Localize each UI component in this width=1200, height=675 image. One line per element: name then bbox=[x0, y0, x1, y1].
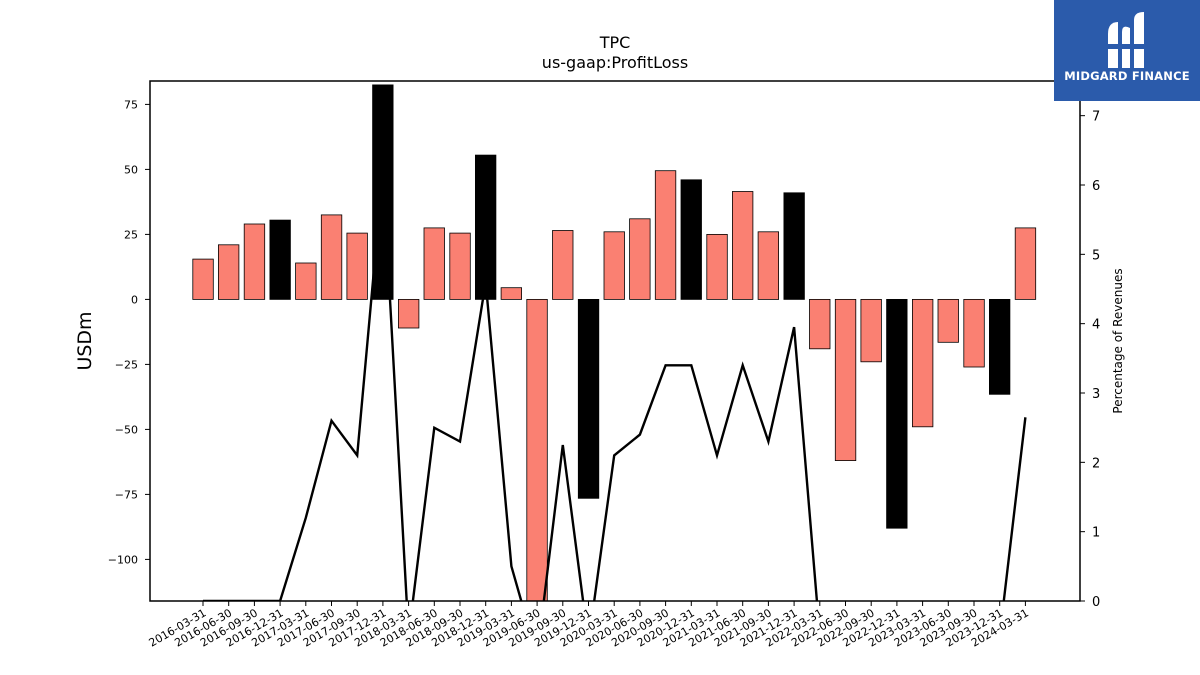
bar-2023-12-31 bbox=[989, 298, 1011, 395]
brand-name: MIDGARD FINANCE bbox=[1064, 69, 1190, 83]
y-tick-label: −75 bbox=[115, 488, 138, 501]
y2-tick-label: 6 bbox=[1092, 179, 1100, 194]
bar-2023-06-30 bbox=[937, 298, 959, 343]
bar-2022-03-31 bbox=[809, 298, 831, 350]
bar-2020-09-30 bbox=[654, 170, 677, 300]
chart-subtitle: us-gaap:ProfitLoss bbox=[542, 53, 688, 72]
y2-tick-label: 0 bbox=[1092, 595, 1100, 610]
bar-2022-12-31 bbox=[886, 298, 908, 529]
y-tick-label: −100 bbox=[108, 553, 138, 566]
bar-2017-03-31 bbox=[295, 262, 317, 300]
bar-2016-03-31 bbox=[192, 258, 214, 300]
y2-tick-label: 4 bbox=[1092, 318, 1100, 333]
percentage-line bbox=[203, 170, 1027, 601]
bar-2019-03-31 bbox=[500, 287, 523, 300]
chart-title: TPC bbox=[599, 33, 631, 52]
bar-2018-09-30 bbox=[449, 232, 471, 300]
axes-layer: 7550250−25−50−75−100012345672016-03-3120… bbox=[108, 80, 1100, 650]
bar-2018-06-30 bbox=[423, 227, 445, 300]
bar-2018-03-31 bbox=[397, 298, 420, 329]
bar-2019-12-31 bbox=[577, 298, 600, 499]
y2-tick-label: 2 bbox=[1092, 456, 1100, 471]
bar-2024-03-31 bbox=[1014, 227, 1037, 300]
y-axis-label: USDm bbox=[74, 311, 96, 370]
bar-2022-06-30 bbox=[834, 298, 857, 461]
bar-2020-03-31 bbox=[603, 231, 625, 300]
midgard-logo-icon bbox=[1108, 12, 1144, 69]
bar-2021-03-31 bbox=[706, 233, 728, 300]
y2-tick-label: 5 bbox=[1092, 248, 1100, 263]
bar-2021-12-31 bbox=[783, 192, 805, 300]
bars-layer bbox=[192, 84, 1037, 601]
bar-2017-06-30 bbox=[320, 214, 343, 300]
y-tick-label: −25 bbox=[115, 358, 138, 371]
bar-2016-09-30 bbox=[243, 223, 266, 300]
y-tick-label: −50 bbox=[115, 423, 138, 436]
y-tick-label: 75 bbox=[124, 98, 138, 111]
bar-2023-09-30 bbox=[963, 298, 985, 368]
bar-2016-06-30 bbox=[217, 244, 240, 300]
bar-2021-09-30 bbox=[757, 231, 779, 300]
brand-logo: MIDGARD FINANCE bbox=[1054, 0, 1200, 101]
bar-2017-09-30 bbox=[346, 232, 368, 300]
bar-2019-06-30 bbox=[526, 298, 548, 601]
bar-2023-03-31 bbox=[912, 298, 934, 428]
y-tick-label: 50 bbox=[124, 163, 138, 176]
bar-2016-12-31 bbox=[269, 219, 291, 300]
bar-2020-12-31 bbox=[680, 179, 702, 300]
bar-2019-09-30 bbox=[552, 230, 574, 300]
plot-frame bbox=[149, 80, 1081, 602]
bar-2021-06-30 bbox=[732, 191, 754, 300]
y-tick-label: 0 bbox=[131, 293, 138, 306]
y2-tick-label: 3 bbox=[1092, 387, 1100, 402]
line-layer bbox=[203, 170, 1027, 601]
bar-2018-12-31 bbox=[474, 154, 497, 300]
y-tick-label: 25 bbox=[124, 228, 138, 241]
y2-axis-label: Percentage of Revenues bbox=[1111, 268, 1125, 413]
bar-2017-12-31 bbox=[372, 84, 394, 300]
y2-tick-label: 7 bbox=[1092, 110, 1100, 125]
y2-tick-label: 1 bbox=[1092, 526, 1100, 541]
bar-2020-06-30 bbox=[629, 218, 651, 300]
bar-2022-09-30 bbox=[860, 298, 882, 363]
